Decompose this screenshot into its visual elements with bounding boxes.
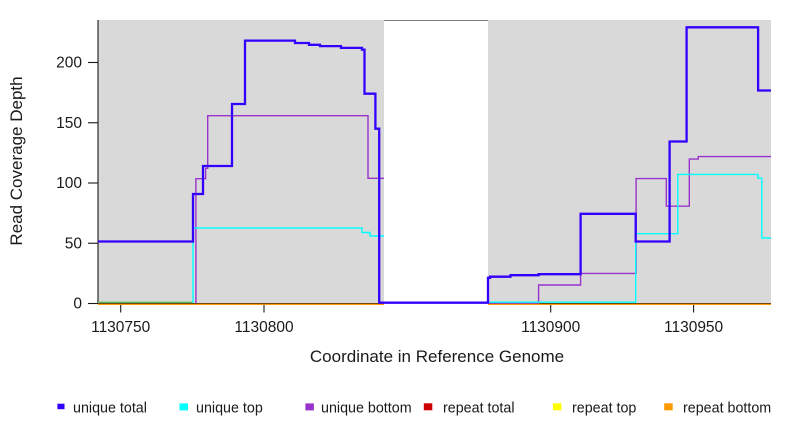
svg-text:repeat top: repeat top [572, 401, 636, 417]
svg-text:Read Coverage Depth: Read Coverage Depth [7, 76, 26, 245]
svg-text:1130800: 1130800 [234, 319, 294, 336]
svg-text:1130750: 1130750 [91, 319, 151, 336]
svg-text:Coordinate in Reference Genome: Coordinate in Reference Genome [310, 347, 564, 366]
svg-text:200: 200 [56, 55, 82, 72]
svg-text:repeat bottom: repeat bottom [683, 401, 771, 417]
svg-text:100: 100 [56, 175, 82, 192]
svg-text:150: 150 [56, 115, 82, 132]
svg-text:0: 0 [73, 296, 82, 313]
svg-text:unique total: unique total [73, 401, 147, 417]
svg-text:unique top: unique top [196, 401, 263, 417]
svg-text:1130950: 1130950 [664, 319, 724, 336]
svg-text:repeat total: repeat total [443, 401, 515, 417]
svg-text:50: 50 [65, 235, 83, 252]
svg-text:unique bottom: unique bottom [321, 401, 412, 417]
svg-text:1130900: 1130900 [521, 319, 581, 336]
